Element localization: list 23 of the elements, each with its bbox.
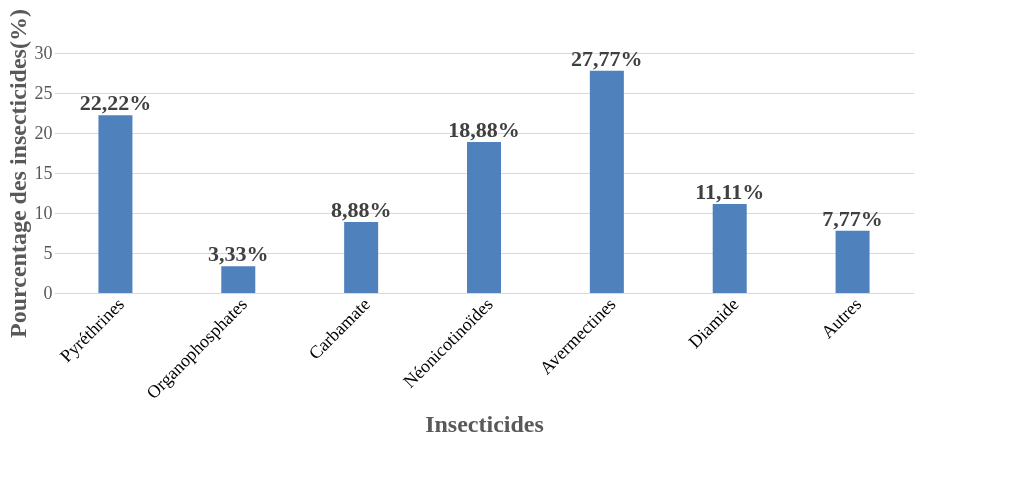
- y-tick-label: 0: [43, 282, 53, 303]
- data-label: 27,77%: [571, 45, 643, 71]
- data-label: 22,22%: [79, 90, 152, 116]
- data-label: 7,77%: [822, 205, 883, 231]
- bar: [221, 266, 256, 293]
- y-tick-label: 25: [34, 82, 53, 103]
- y-tick-label: 20: [34, 122, 53, 143]
- data-label: 11,11%: [695, 179, 765, 205]
- y-tick-label: 30: [34, 42, 53, 63]
- bar: [712, 204, 747, 293]
- bar: [467, 141, 501, 293]
- y-axis-title: Pourcentage des insecticides(%): [4, 9, 31, 338]
- bar: [589, 70, 624, 293]
- bar: [98, 115, 133, 293]
- y-tick-label: 15: [34, 162, 53, 183]
- data-label: 3,33%: [208, 241, 269, 267]
- bar: [835, 230, 870, 293]
- bar: [344, 221, 379, 293]
- y-tick-label: 5: [43, 242, 53, 263]
- data-label: 8,88%: [330, 196, 392, 222]
- x-axis-title: Insecticides: [425, 410, 544, 437]
- data-label: 18,88%: [448, 116, 520, 142]
- y-tick-label: 10: [34, 202, 53, 223]
